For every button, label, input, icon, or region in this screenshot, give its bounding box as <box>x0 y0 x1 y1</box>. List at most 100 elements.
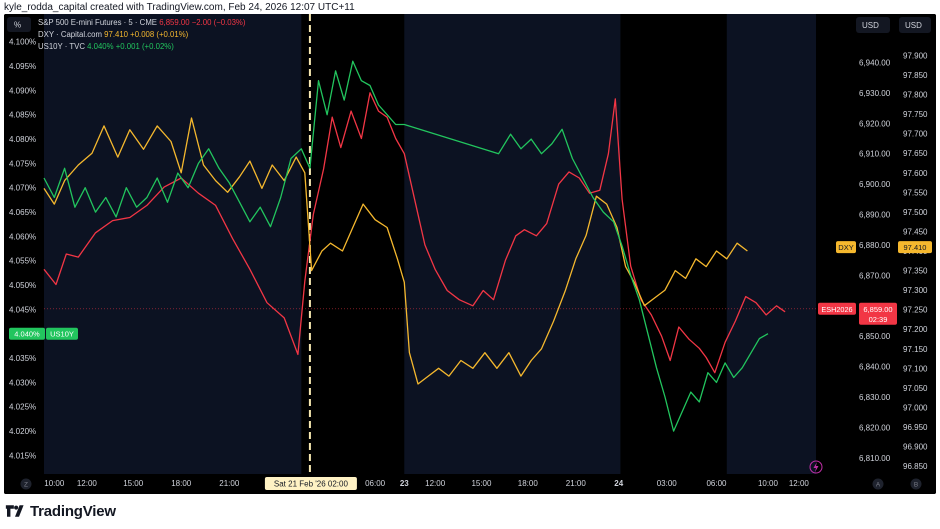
scale-mode-label: % <box>14 21 21 30</box>
y-left-tick-label: 4.080% <box>9 135 36 144</box>
chart-panel[interactable]: 4.100% 4.095% 4.090% 4.085% 4.080% 4.075% 4.07… <box>4 14 936 494</box>
legend-series-value: 4.040% +0.001 (+0.02%) <box>87 42 174 51</box>
x-tick-label: 21:00 <box>566 479 587 488</box>
y-right-tick-label: 97.650 <box>903 149 928 158</box>
y-left-tick-label: 4.075% <box>9 159 36 168</box>
y-mid-tick-label: 6,840.00 <box>859 363 891 372</box>
y-right-tick-label: 97.800 <box>903 91 928 100</box>
y-mid-tick-label: 6,850.00 <box>859 332 891 341</box>
y-mid-tick-label: 6,870.00 <box>859 271 891 280</box>
dxy-price-value: 97.410 <box>904 243 927 252</box>
currency-label-left: USD <box>862 21 879 30</box>
dxy-label-text: DXY <box>838 243 853 252</box>
y-right-tick-label: 97.500 <box>903 208 928 217</box>
x-tick-label: 12:00 <box>789 479 810 488</box>
y-mid-tick-label: 6,900.00 <box>859 180 891 189</box>
x-tick-label: 24 <box>614 479 623 488</box>
y-right-tick-label: 97.000 <box>903 403 928 412</box>
legend-series-name: US10Y · TVC <box>38 42 87 51</box>
y-mid-tick-label: 6,810.00 <box>859 454 891 463</box>
legend-series-value: 97.410 +0.008 (+0.01%) <box>104 30 189 39</box>
y-left-tick-label: 4.025% <box>9 403 36 412</box>
legend-entry[interactable]: DXY · Capital.com 97.410 +0.008 (+0.01%) <box>38 30 189 39</box>
y-mid-tick-label: 6,820.00 <box>859 423 891 432</box>
x-tick-label: 10:00 <box>44 479 65 488</box>
y-left-tick-label: 4.055% <box>9 257 36 266</box>
currency-label-right: USD <box>905 21 922 30</box>
y-right-tick-label: 96.850 <box>903 462 928 471</box>
es-label-text: ESH2026 <box>821 305 852 314</box>
y-left-tick-label: 4.085% <box>9 111 36 120</box>
zoom-button-label: Z <box>24 482 28 489</box>
x-tick-label: 23 <box>400 479 409 488</box>
lightning-bolt-icon <box>813 462 819 472</box>
y-left-tick-label: 4.090% <box>9 86 36 95</box>
scale-mode-button[interactable] <box>7 17 31 32</box>
y-left-tick-label: 4.020% <box>9 427 36 436</box>
y-right-tick-label: 97.250 <box>903 306 928 315</box>
y-left-tick-label: 4.070% <box>9 184 36 193</box>
currency-button-left[interactable] <box>856 17 890 33</box>
y-left-tick-label: 4.045% <box>9 305 36 314</box>
y-mid-tick-label: 6,910.00 <box>859 150 891 159</box>
y-right-tick-label: 97.100 <box>903 364 928 373</box>
session-shade <box>44 14 302 474</box>
y-right-tick-label: 97.150 <box>903 345 928 354</box>
x-tick-label: 21:00 <box>219 479 240 488</box>
y-right-tick-label: 97.350 <box>903 267 928 276</box>
y-left-tick-label: 4.030% <box>9 378 36 387</box>
y-right-tick-label: 96.950 <box>903 423 928 432</box>
es-price-value: 6,859.00 <box>863 305 892 314</box>
series-line-dxy[interactable] <box>43 117 748 385</box>
legend-series-name: S&P 500 E-mini Futures · 5 · CME <box>38 18 159 27</box>
y-left-tick-label: 4.050% <box>9 281 36 290</box>
brand-name: TradingView <box>30 502 116 520</box>
y-right-tick-label: 97.850 <box>903 71 928 80</box>
tradingview-logo-icon <box>5 505 24 517</box>
y-mid-tick-label: 6,940.00 <box>859 58 891 67</box>
y-right-tick-label: 97.600 <box>903 169 928 178</box>
chart-canvas[interactable]: 4.100% 4.095% 4.090% 4.085% 4.080% 4.075% 4.07… <box>4 14 936 494</box>
us10y-price-value: 4.040% <box>14 330 40 339</box>
series-line-us10y[interactable] <box>43 60 769 432</box>
us10y-label-badge <box>46 327 78 340</box>
y-left-tick-label: 4.095% <box>9 62 36 71</box>
x-tick-label: 18:00 <box>171 479 192 488</box>
legend-entry[interactable]: S&P 500 E-mini Futures · 5 · CME 6,859.0… <box>38 18 246 27</box>
auto-scale-button-a[interactable] <box>872 478 884 490</box>
auto-scale-button-b[interactable] <box>910 478 922 490</box>
es-label-badge <box>818 302 856 315</box>
us10y-label-text: US10Y <box>50 330 74 339</box>
x-tick-label: 03:00 <box>657 479 678 488</box>
legend-entry[interactable]: US10Y · TVC 4.040% +0.001 (+0.02%) <box>38 42 174 51</box>
y-mid-tick-label: 6,920.00 <box>859 119 891 128</box>
y-right-tick-label: 97.900 <box>903 51 928 60</box>
session-shade <box>726 14 816 474</box>
dxy-label-badge <box>836 241 856 254</box>
auto-scale-button-a-label: A <box>876 482 881 489</box>
es-countdown: 02:39 <box>869 315 888 324</box>
zoom-button[interactable] <box>20 478 32 490</box>
y-left-tick-label: 4.035% <box>9 354 36 363</box>
y-mid-tick-label: 6,930.00 <box>859 89 891 98</box>
y-right-tick-label: 96.900 <box>903 443 928 452</box>
x-tick-label: 12:00 <box>77 479 98 488</box>
x-tick-label: 18:00 <box>518 479 539 488</box>
y-left-tick-label: 4.015% <box>9 451 36 460</box>
es-price-badge <box>859 302 897 325</box>
y-right-tick-label: 97.450 <box>903 227 928 236</box>
y-mid-tick-label: 6,880.00 <box>859 241 891 250</box>
series-line-s-p-500-e-mini-futures[interactable] <box>43 92 786 374</box>
y-right-tick-label: 97.700 <box>903 130 928 139</box>
currency-button-right[interactable] <box>899 17 931 33</box>
x-tick-label: 06:00 <box>365 479 386 488</box>
chart-credit: kyle_rodda_capital created with TradingV… <box>4 2 355 13</box>
y-right-tick-label: 97.750 <box>903 110 928 119</box>
y-left-tick-label: 4.100% <box>9 38 36 47</box>
y-mid-tick-label: 6,890.00 <box>859 211 891 220</box>
lightning-icon[interactable] <box>809 460 823 474</box>
legend-series-name: DXY · Capital.com <box>38 30 104 39</box>
dxy-price-badge <box>898 241 932 254</box>
y-left-tick-label: 4.065% <box>9 208 36 217</box>
x-tick-label: 15:00 <box>471 479 492 488</box>
